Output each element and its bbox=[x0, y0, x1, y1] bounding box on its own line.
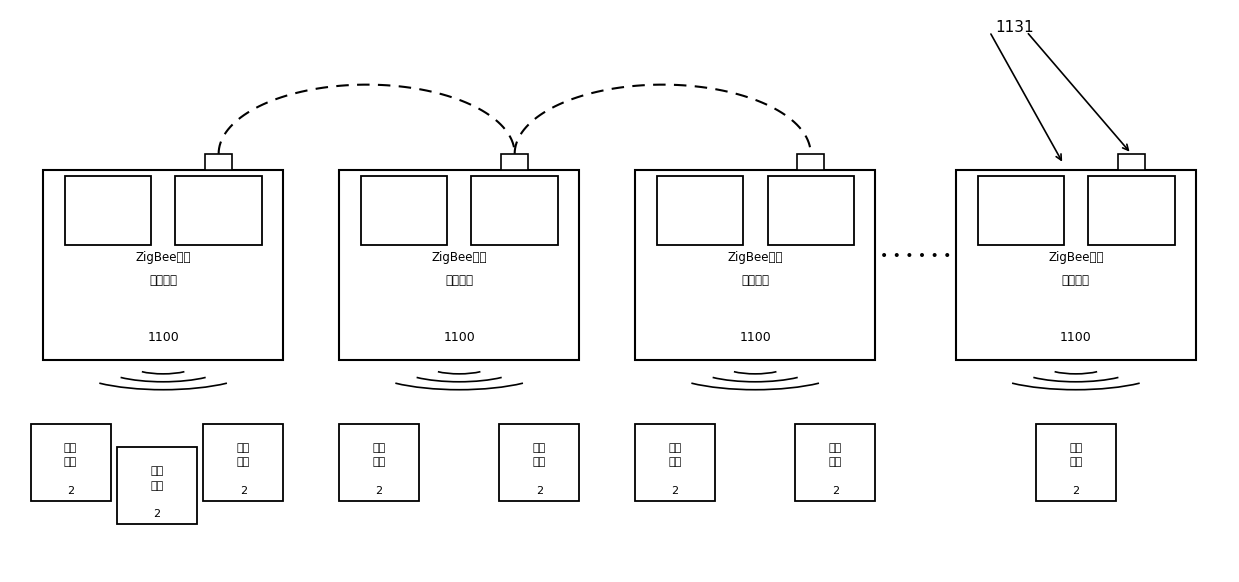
Text: 2: 2 bbox=[154, 509, 161, 519]
Text: 终端: 终端 bbox=[668, 457, 681, 467]
Text: 2: 2 bbox=[239, 486, 247, 496]
Text: 2: 2 bbox=[535, 486, 543, 496]
Text: 基站设备: 基站设备 bbox=[445, 274, 473, 287]
Bar bbox=[1036, 424, 1116, 502]
Bar bbox=[501, 154, 528, 170]
Text: 2: 2 bbox=[1072, 486, 1079, 496]
Bar bbox=[797, 154, 824, 170]
Text: 1100: 1100 bbox=[740, 331, 771, 343]
Text: ZigBee对讲: ZigBee对讲 bbox=[1048, 251, 1104, 264]
Text: 对讲: 对讲 bbox=[1069, 443, 1083, 453]
Bar bbox=[978, 176, 1064, 245]
Text: 对讲: 对讲 bbox=[237, 443, 250, 453]
Text: 终端: 终端 bbox=[829, 457, 843, 467]
Bar bbox=[31, 424, 110, 502]
Bar bbox=[767, 176, 854, 245]
Text: 基站设备: 基站设备 bbox=[741, 274, 769, 287]
Bar bbox=[66, 176, 151, 245]
Bar bbox=[634, 424, 715, 502]
Text: 终端: 终端 bbox=[1069, 457, 1083, 467]
Text: ZigBee对讲: ZigBee对讲 bbox=[727, 251, 783, 264]
Text: 终端: 终端 bbox=[150, 481, 164, 491]
Text: • • • • • •: • • • • • • bbox=[880, 249, 952, 262]
Text: 对讲: 对讲 bbox=[150, 466, 164, 476]
Bar bbox=[339, 170, 580, 360]
Text: 对讲: 对讲 bbox=[533, 443, 546, 453]
Text: 1100: 1100 bbox=[147, 331, 178, 343]
Text: 基站设备: 基站设备 bbox=[1062, 274, 1090, 287]
Text: 2: 2 bbox=[672, 486, 679, 496]
Text: 终端: 终端 bbox=[533, 457, 546, 467]
Bar bbox=[43, 170, 284, 360]
Text: ZigBee对讲: ZigBee对讲 bbox=[431, 251, 487, 264]
Text: 2: 2 bbox=[375, 486, 383, 496]
Text: 终端: 终端 bbox=[373, 457, 385, 467]
Text: ZigBee对讲: ZigBee对讲 bbox=[135, 251, 191, 264]
Text: 1100: 1100 bbox=[1061, 331, 1092, 343]
Bar bbox=[955, 170, 1196, 360]
Bar bbox=[176, 176, 261, 245]
Text: 基站设备: 基站设备 bbox=[149, 274, 177, 287]
Text: 对讲: 对讲 bbox=[829, 443, 843, 453]
Text: 2: 2 bbox=[831, 486, 839, 496]
Text: 终端: 终端 bbox=[64, 457, 77, 467]
Bar bbox=[203, 424, 284, 502]
Text: 对讲: 对讲 bbox=[668, 443, 681, 453]
Bar bbox=[206, 154, 232, 170]
Bar bbox=[1118, 154, 1145, 170]
Text: 对讲: 对讲 bbox=[373, 443, 385, 453]
Text: 终端: 终端 bbox=[237, 457, 250, 467]
Bar bbox=[795, 424, 876, 502]
Bar bbox=[657, 176, 743, 245]
Bar bbox=[634, 170, 876, 360]
Text: 1131: 1131 bbox=[995, 20, 1033, 35]
Text: 2: 2 bbox=[67, 486, 74, 496]
Text: 对讲: 对讲 bbox=[64, 443, 77, 453]
Bar bbox=[339, 424, 419, 502]
Text: 1100: 1100 bbox=[444, 331, 475, 343]
Bar bbox=[116, 446, 197, 524]
Bar bbox=[499, 424, 580, 502]
Bar bbox=[472, 176, 558, 245]
Bar bbox=[1088, 176, 1175, 245]
Bar bbox=[361, 176, 447, 245]
